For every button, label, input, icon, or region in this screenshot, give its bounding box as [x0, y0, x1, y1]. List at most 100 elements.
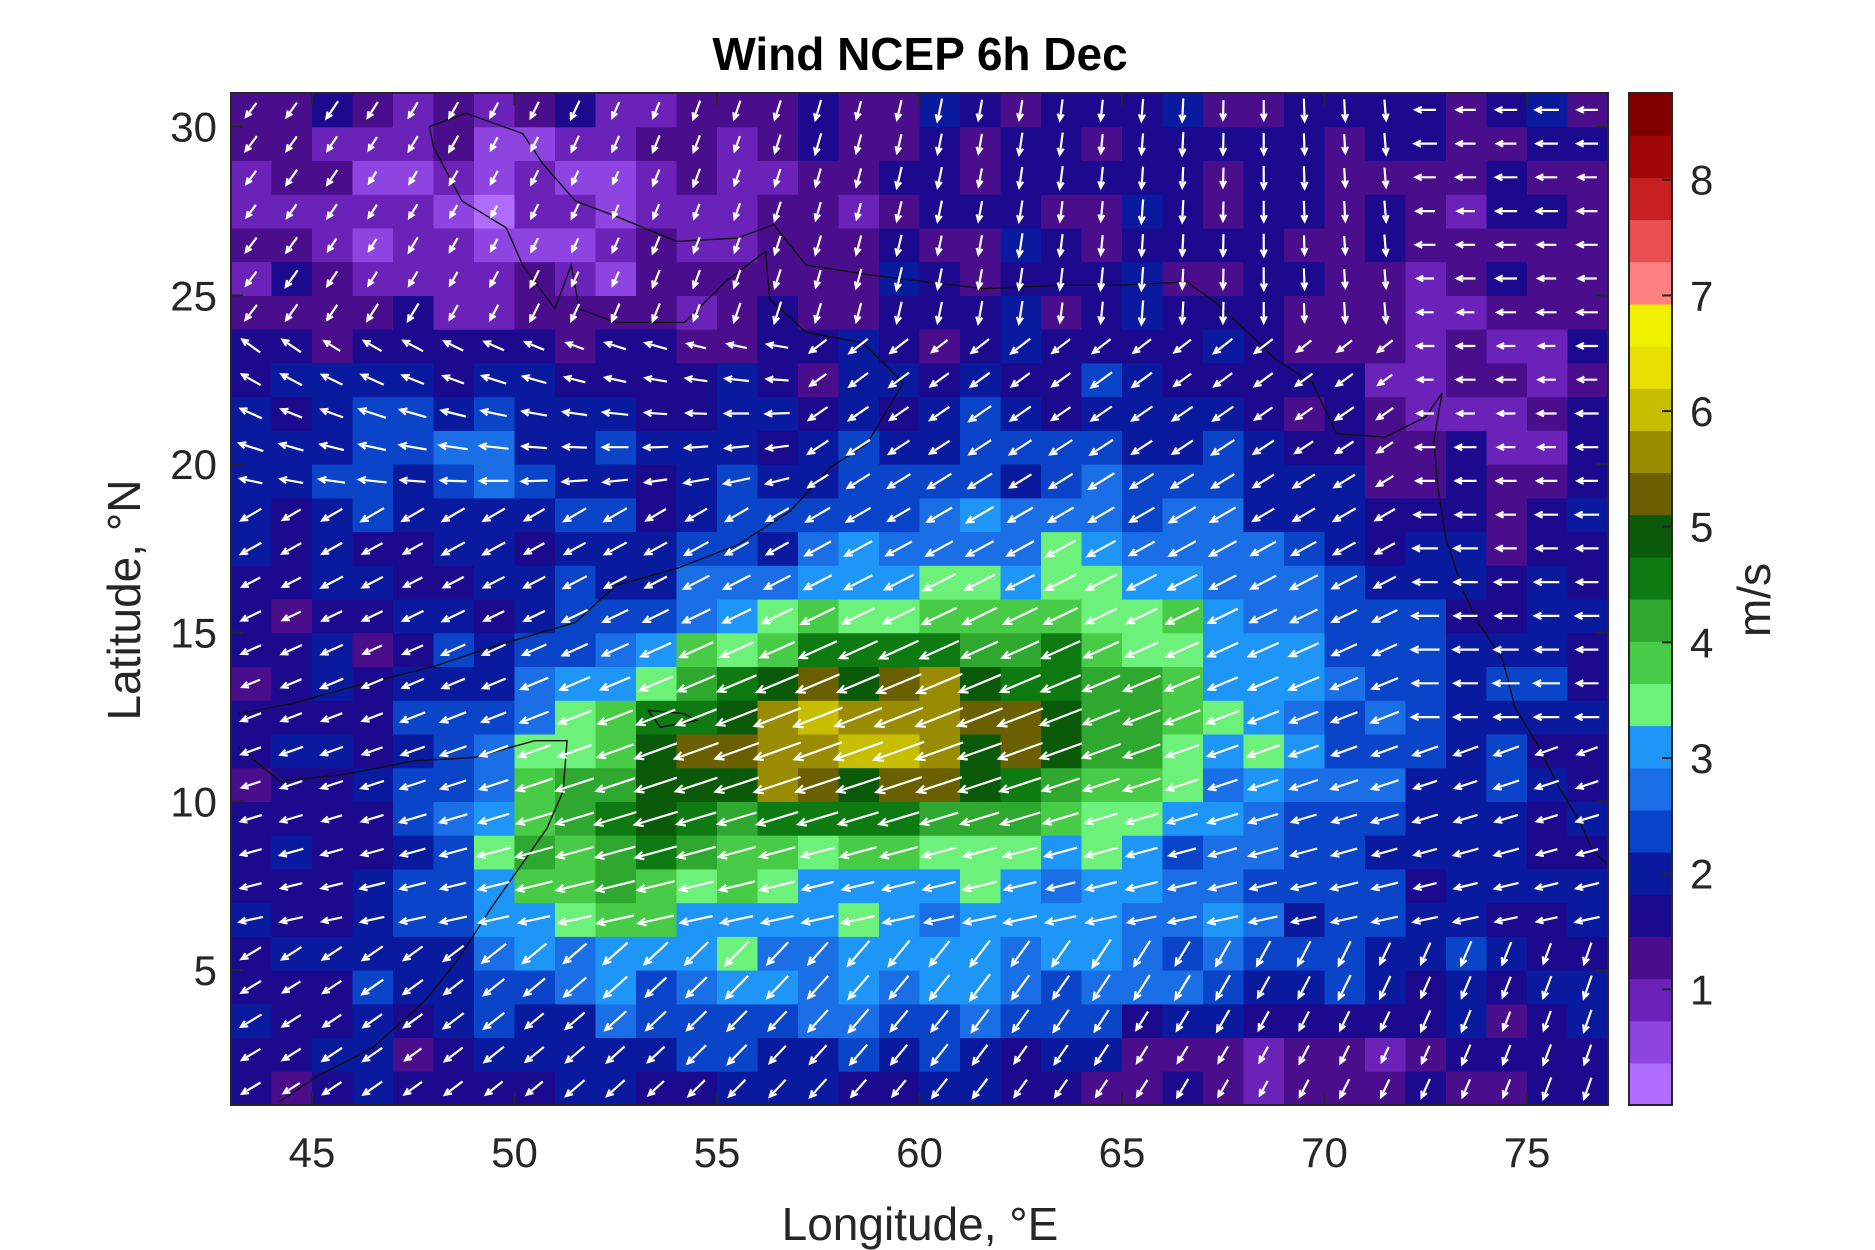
wind-vector [961, 606, 998, 626]
wind-vector [1493, 916, 1518, 925]
wind-vector [1455, 207, 1475, 215]
wind-vector [1288, 710, 1319, 725]
wind-vector [521, 575, 546, 589]
wind-vector [556, 914, 592, 926]
wind-vector [1341, 302, 1349, 325]
wind-vector [1175, 1010, 1190, 1033]
wind-vector [1535, 443, 1556, 452]
wind-vector [239, 1047, 262, 1062]
wind-vector [320, 1046, 343, 1063]
wind-vector [1300, 200, 1309, 224]
wind-vector [1335, 339, 1353, 354]
wind-vector [1533, 779, 1560, 791]
wind-vector [1164, 743, 1200, 759]
wind-vector [1451, 847, 1479, 858]
wind-vector [239, 780, 261, 790]
wind-vector [482, 340, 505, 352]
wind-vector [806, 1009, 829, 1034]
wind-vector [633, 776, 678, 794]
wind-vector [325, 169, 339, 187]
wind-vector [1341, 201, 1349, 224]
wind-vector [1369, 779, 1399, 791]
wind-vector [1531, 679, 1560, 688]
wind-vector [1259, 99, 1268, 123]
wind-vector [367, 170, 378, 186]
wind-vector [518, 676, 549, 691]
wind-vector [489, 102, 500, 120]
colorbar-segment [1629, 430, 1672, 474]
wind-vector [1081, 777, 1120, 793]
wind-vector [1573, 713, 1600, 722]
wind-vector [244, 135, 258, 154]
wind-vector [1419, 976, 1432, 1000]
wind-vector [285, 101, 298, 120]
wind-vector [1453, 173, 1477, 182]
wind-vector [975, 268, 984, 291]
wind-vector [360, 978, 384, 996]
wind-vector [398, 711, 426, 724]
wind-vector [1413, 443, 1436, 452]
wind-vector [367, 271, 379, 288]
wind-vector [921, 573, 956, 592]
wind-vector [1137, 234, 1146, 259]
wind-vector [1535, 240, 1557, 249]
wind-vector [1016, 267, 1025, 292]
wind-vector [1246, 710, 1280, 725]
wind-vector [1087, 506, 1115, 524]
wind-vector [808, 1078, 828, 1100]
wind-vector [843, 540, 873, 557]
wind-vector [1056, 166, 1065, 191]
wind-vector [1298, 1010, 1310, 1033]
wind-vector [1501, 1044, 1512, 1067]
wind-vector [319, 575, 344, 589]
wind-vector [1246, 847, 1279, 859]
wind-vector [1413, 240, 1436, 249]
wind-vector [440, 677, 466, 690]
wind-vector [1081, 674, 1121, 693]
wind-vector [278, 780, 303, 790]
wind-vector [877, 639, 919, 660]
wind-vector [1246, 676, 1279, 691]
wind-vector [479, 373, 507, 385]
wind-vector [934, 301, 943, 326]
wind-vector [1080, 742, 1121, 760]
wind-vector [1532, 578, 1560, 587]
wind-vector [1291, 473, 1316, 489]
wind-vector [361, 644, 383, 655]
x-tick-label: 65 [1099, 1129, 1146, 1176]
wind-vector [1049, 406, 1072, 422]
wind-vector [553, 811, 595, 827]
wind-vector [564, 1079, 586, 1098]
chart-title: Wind NCEP 6h Dec [712, 28, 1127, 80]
wind-vector [1259, 301, 1268, 326]
wind-vector [361, 339, 383, 353]
x-tick-label: 75 [1504, 1129, 1551, 1176]
wind-vector [889, 1044, 909, 1066]
wind-vector [956, 742, 1003, 761]
wind-vector [357, 441, 387, 452]
wind-vector [1536, 342, 1556, 350]
wind-vector [684, 409, 707, 418]
wind-vector [278, 916, 304, 925]
wind-vector [848, 1043, 869, 1067]
wind-vector [482, 1045, 505, 1064]
wind-vector [1097, 301, 1106, 326]
wind-vector [1097, 99, 1106, 123]
wind-vector [280, 338, 302, 354]
wind-vector [804, 506, 831, 523]
wind-vector [441, 575, 465, 589]
wind-vector [924, 540, 954, 557]
colorbar-segment [1629, 599, 1672, 642]
wind-vector [1453, 443, 1477, 452]
wind-vector [886, 439, 911, 456]
wind-vector [1575, 105, 1598, 114]
wind-vector [1375, 339, 1394, 354]
wind-vector [1582, 1044, 1593, 1067]
wind-vector [996, 741, 1043, 761]
wind-vector [714, 708, 759, 727]
wind-vector [447, 135, 460, 154]
wind-vector [1381, 302, 1390, 325]
x-tick-label: 60 [896, 1129, 943, 1176]
wind-vector [1124, 607, 1158, 625]
wind-vector [834, 776, 881, 794]
